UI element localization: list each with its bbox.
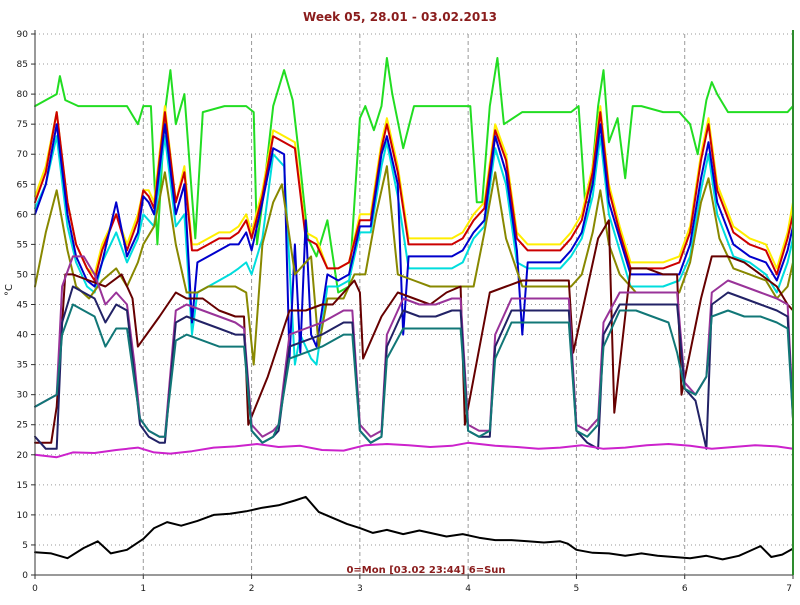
y-tick-label: 90 bbox=[17, 30, 29, 40]
x-tick-label: 2 bbox=[249, 584, 255, 594]
y-tick-label: 65 bbox=[17, 180, 28, 190]
y-tick-label: 80 bbox=[17, 90, 29, 100]
y-tick-label: 75 bbox=[17, 120, 28, 130]
series-line-11 bbox=[34, 441, 794, 459]
x-tick-label: 0 bbox=[32, 584, 38, 594]
y-tick-label: 5 bbox=[22, 541, 28, 551]
x-tick-label: 3 bbox=[357, 584, 363, 594]
x-tick-label: 6 bbox=[682, 584, 688, 594]
y-tick-label: 85 bbox=[17, 60, 28, 70]
y-tick-label: 15 bbox=[17, 481, 28, 491]
series-line-5 bbox=[34, 123, 794, 360]
y-tick-label: 10 bbox=[17, 511, 29, 521]
y-tick-label: 70 bbox=[17, 150, 29, 160]
y-tick-label: 30 bbox=[17, 391, 29, 401]
y-tick-label: 40 bbox=[17, 331, 29, 341]
x-tick-label: 5 bbox=[574, 584, 580, 594]
series-line-12 bbox=[34, 495, 794, 561]
y-tick-label: 60 bbox=[17, 210, 29, 220]
series-line-7 bbox=[34, 219, 794, 444]
series-line-1 bbox=[34, 57, 794, 294]
chart-title: Week 05, 28.01 - 03.02.2013 bbox=[303, 10, 497, 24]
series-layer bbox=[34, 57, 794, 561]
y-tick-label: 50 bbox=[17, 270, 29, 280]
chart-footer: 0=Mon [03.02 23:44] 6=Sun bbox=[346, 565, 505, 576]
y-tick-label: 25 bbox=[17, 421, 28, 431]
x-tick-label: 1 bbox=[140, 584, 146, 594]
y-tick-label: 55 bbox=[17, 240, 28, 250]
y-tick-label: 35 bbox=[17, 361, 28, 371]
x-tick-label: 7 bbox=[786, 584, 792, 594]
x-tick-label: 4 bbox=[465, 584, 471, 594]
y-tick-label: 20 bbox=[17, 451, 29, 461]
y-axis-label: °C bbox=[4, 284, 15, 296]
series-line-4 bbox=[34, 135, 794, 366]
series-line-10 bbox=[34, 303, 794, 444]
y-tick-label: 45 bbox=[17, 301, 28, 311]
y-tick-label: 0 bbox=[22, 571, 28, 581]
